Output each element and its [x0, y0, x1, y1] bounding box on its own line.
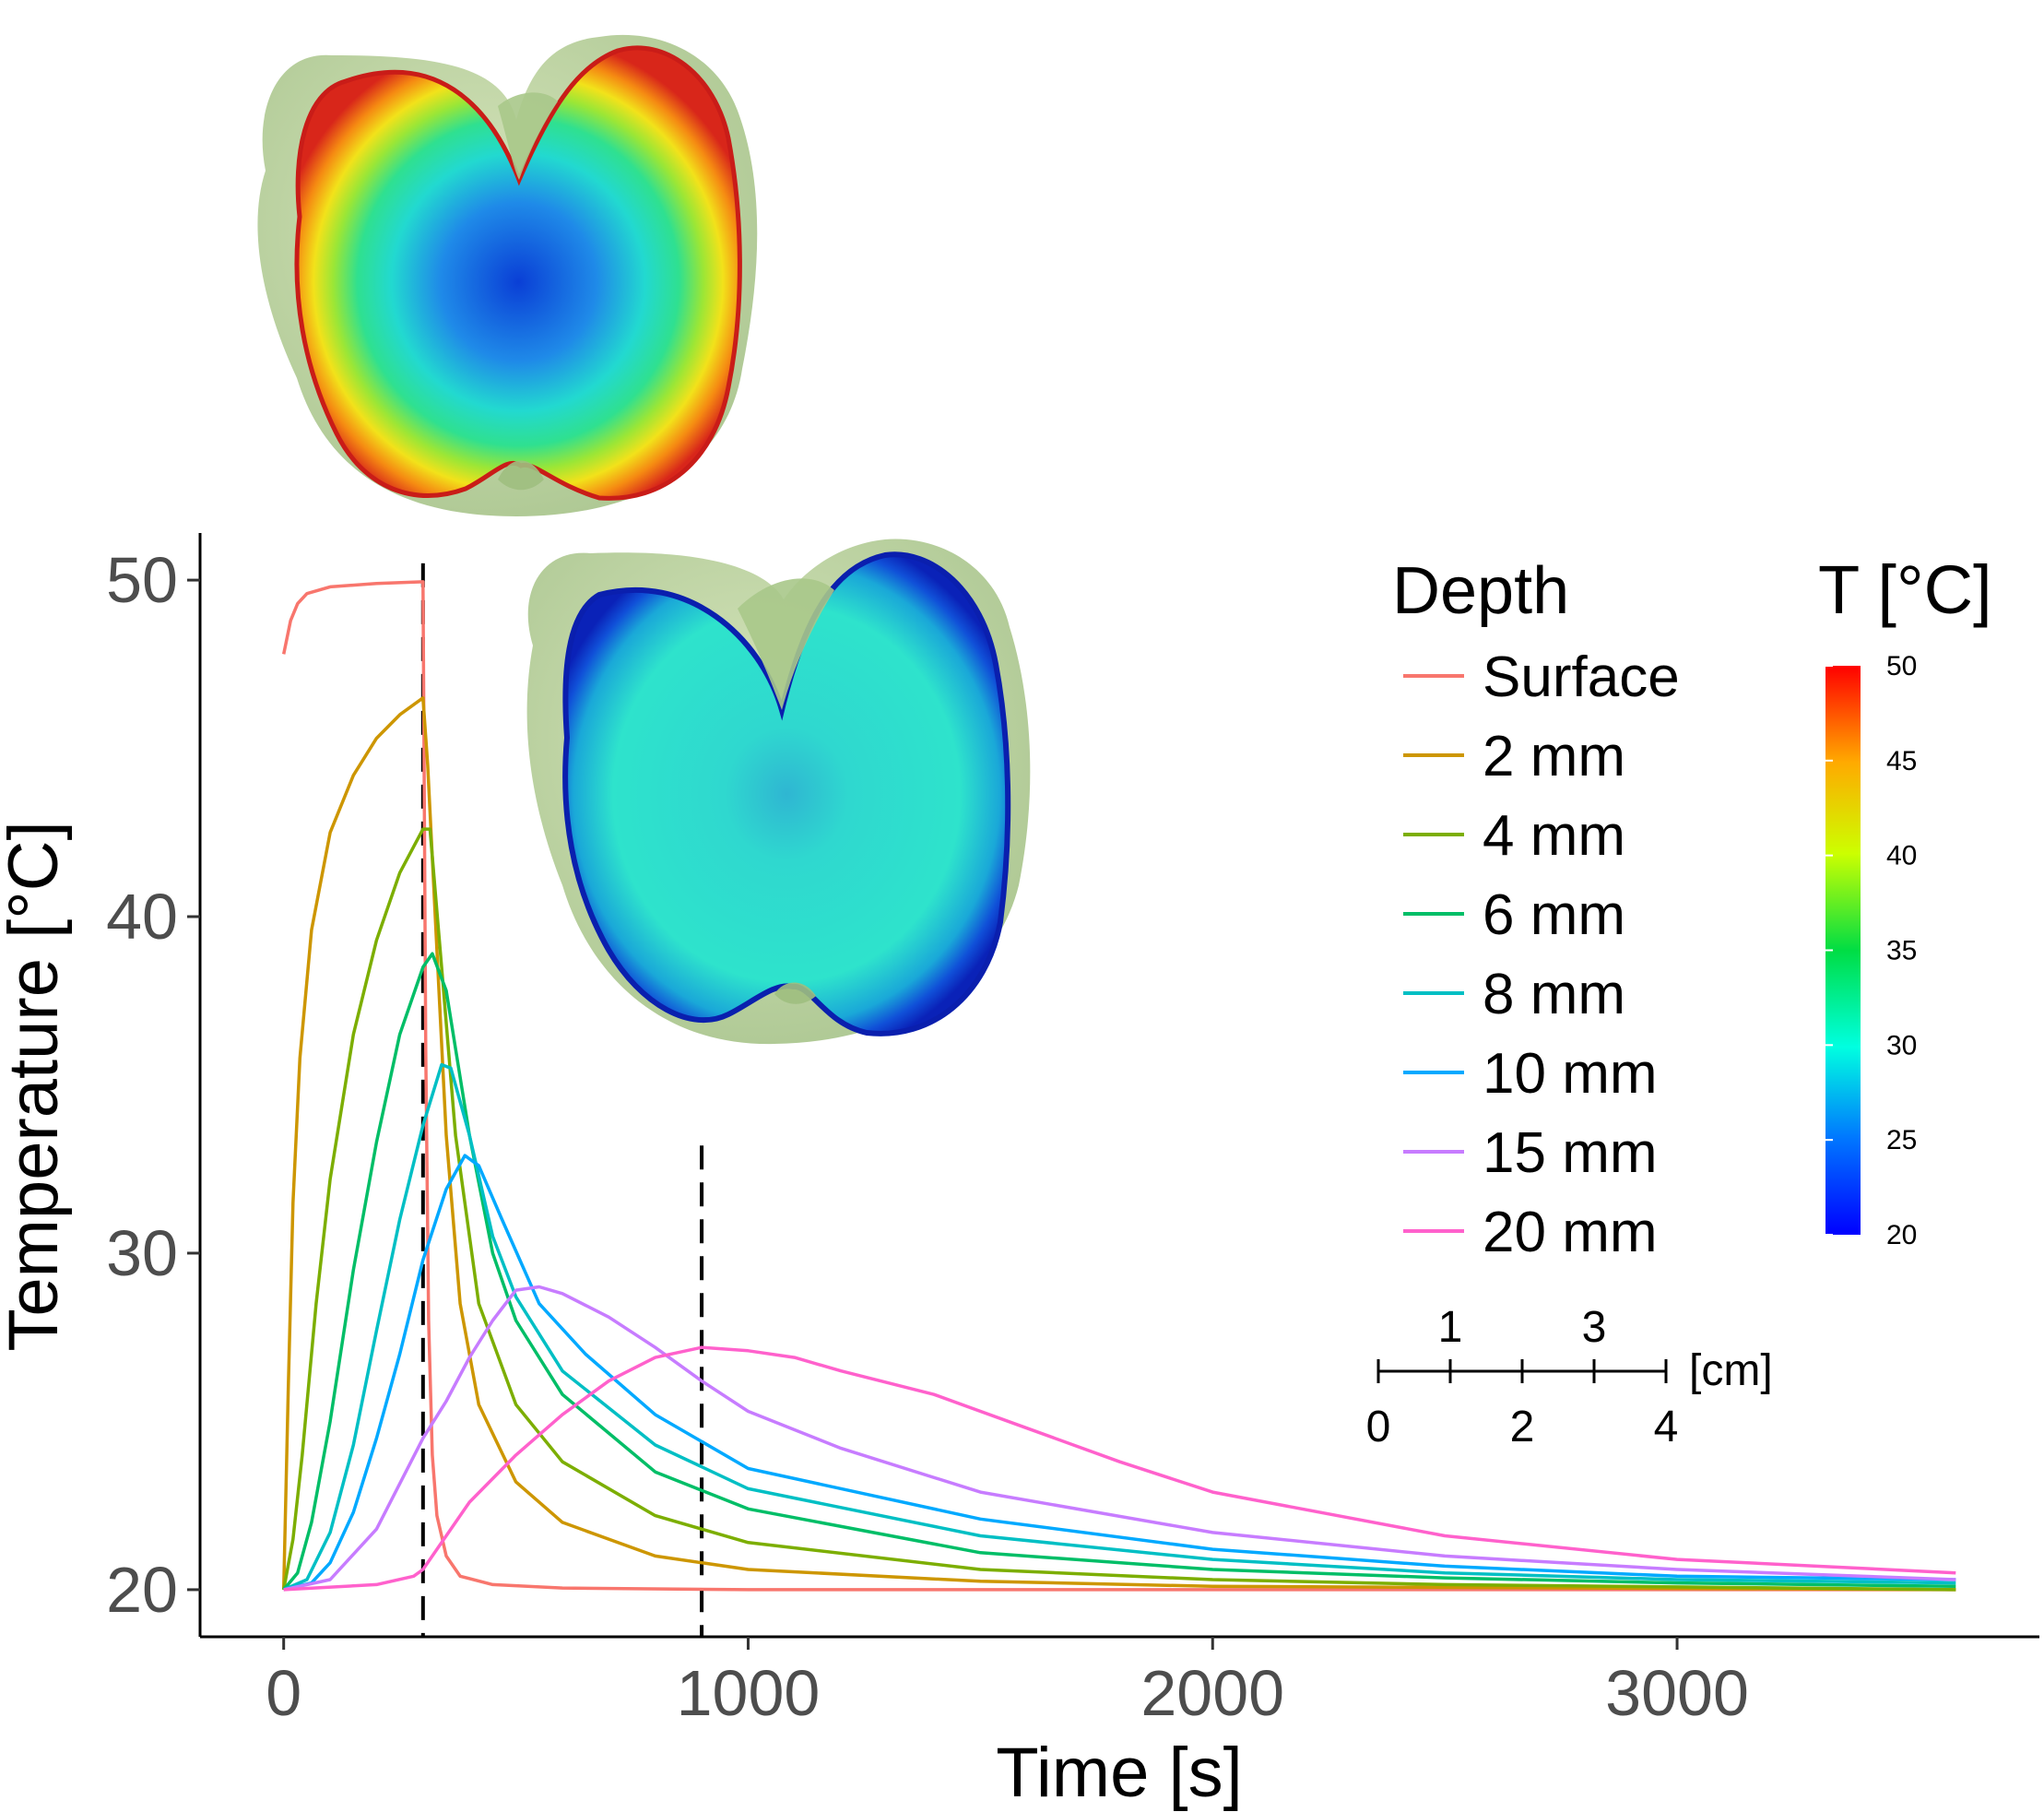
apple-cross-section-cool	[526, 539, 1031, 1045]
colorbar-tick-label: 25	[1886, 1125, 1917, 1155]
series-line-10-mm	[283, 1154, 1956, 1592]
y-tick-label: 40	[106, 881, 178, 953]
scale-upper-label-1: 1	[1438, 1303, 1463, 1352]
colorbar: T [°C] 50 45 40 35 30 25 20	[1818, 551, 1992, 1250]
colorbar-tick-label: 30	[1886, 1030, 1917, 1060]
series-line-4-mm	[281, 827, 1956, 1592]
legend: Depth Surface 2 mm 4 mm 6 mm 8 mm 10 mm 15 mm 2…	[1392, 554, 1680, 1264]
legend-label: Surface	[1483, 645, 1680, 709]
scale-bar: 1 3 0 2 4 [cm]	[1366, 1303, 1773, 1451]
legend-label: 20 mm	[1483, 1201, 1657, 1264]
scale-lower-label-0: 0	[1366, 1403, 1391, 1451]
colorbar-tick-label: 20	[1886, 1220, 1917, 1250]
legend-title: Depth	[1392, 554, 1569, 628]
series-line-2-mm	[281, 696, 1956, 1592]
colorbar-title: T [°C]	[1818, 551, 1992, 628]
apple-cross-section-hot	[257, 34, 758, 516]
scale-unit: [cm]	[1689, 1346, 1773, 1395]
x-tick-label: 2000	[1140, 1657, 1284, 1729]
colorbar-tick-label: 50	[1886, 651, 1917, 681]
series-line-8-mm	[283, 1062, 1956, 1592]
y-axis-title: Temperature [°C]	[0, 821, 73, 1351]
series-line-15-mm	[283, 1285, 1956, 1592]
scale-upper-label-3: 3	[1582, 1303, 1607, 1352]
x-tick-label: 3000	[1605, 1657, 1749, 1729]
x-tick-label: 1000	[677, 1657, 821, 1729]
legend-label: 8 mm	[1483, 963, 1625, 1026]
series-line-20-mm	[283, 1345, 1956, 1592]
series-line-6-mm	[282, 952, 1956, 1592]
legend-label: 15 mm	[1483, 1121, 1657, 1185]
y-tick-label: 20	[106, 1554, 178, 1626]
colorbar-tick-label: 45	[1886, 746, 1917, 776]
scale-lower-label-2: 2	[1510, 1403, 1535, 1451]
colorbar-tick-label: 35	[1886, 936, 1917, 966]
y-tick-label: 50	[106, 544, 178, 616]
legend-label: 2 mm	[1483, 725, 1625, 788]
x-tick-label: 0	[266, 1657, 301, 1729]
scale-lower-label-4: 4	[1654, 1403, 1679, 1451]
legend-label: 4 mm	[1483, 804, 1625, 868]
legend-label: 6 mm	[1483, 883, 1625, 947]
colorbar-tick-label: 40	[1886, 841, 1917, 871]
series-line-surface	[281, 580, 1956, 1592]
legend-label: 10 mm	[1483, 1042, 1657, 1106]
x-axis-title: Time [s]	[996, 1734, 1242, 1812]
y-tick-label: 30	[106, 1217, 178, 1289]
